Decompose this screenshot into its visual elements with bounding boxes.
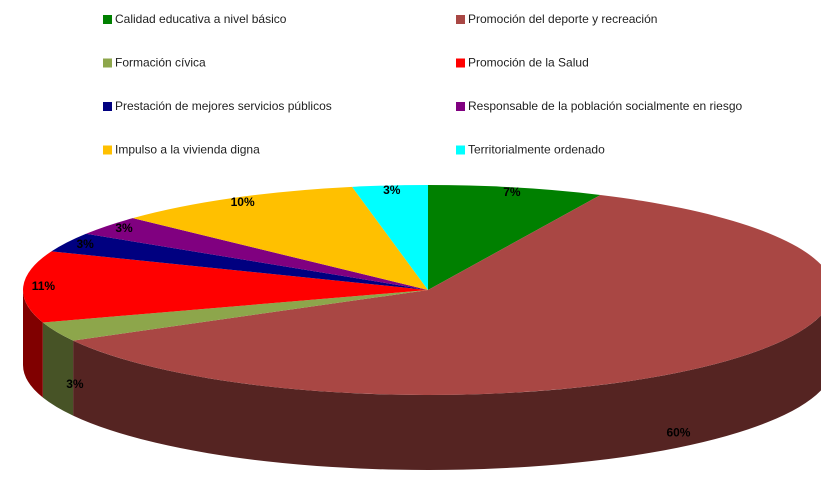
slice	[132, 186, 428, 290]
legend-swatch	[103, 102, 112, 111]
legend-label: Promoción de la Salud	[468, 56, 589, 70]
legend-label: Impulso a la vivienda digna	[115, 143, 260, 157]
legend-swatch	[456, 58, 465, 68]
slice-side	[23, 290, 43, 398]
slice	[428, 185, 601, 290]
legend-swatch	[456, 102, 465, 111]
value-label: 10%	[231, 195, 255, 209]
value-label: 3%	[77, 237, 95, 251]
value-label: 3%	[66, 377, 84, 391]
slice	[73, 194, 821, 395]
value-label: 3%	[115, 221, 133, 235]
legend-label: Promoción del deporte y recreación	[468, 12, 657, 26]
legend-swatch	[103, 58, 112, 68]
legend-label: Calidad educativa a nivel básico	[115, 12, 287, 26]
value-label: 3%	[383, 183, 401, 197]
legend-label: Territorialmente ordenado	[468, 143, 605, 157]
legend-label: Responsable de la población socialmente …	[468, 99, 743, 113]
legend-swatch	[456, 145, 465, 155]
value-label: 7%	[503, 185, 521, 199]
legend-label: Formación cívica	[115, 56, 206, 70]
slice	[352, 185, 428, 290]
legend-swatch	[456, 15, 465, 24]
legend-label: Prestación de mejores servicios públicos	[115, 99, 332, 113]
slice-side	[42, 322, 74, 416]
slice	[22, 251, 428, 323]
slice	[86, 218, 429, 290]
value-label: 60%	[666, 425, 690, 439]
slice-side	[73, 315, 821, 470]
slice	[42, 290, 428, 341]
legend-swatch	[103, 145, 112, 155]
legend-swatch	[103, 15, 112, 24]
value-label: 11%	[32, 279, 56, 293]
slice	[51, 233, 429, 290]
